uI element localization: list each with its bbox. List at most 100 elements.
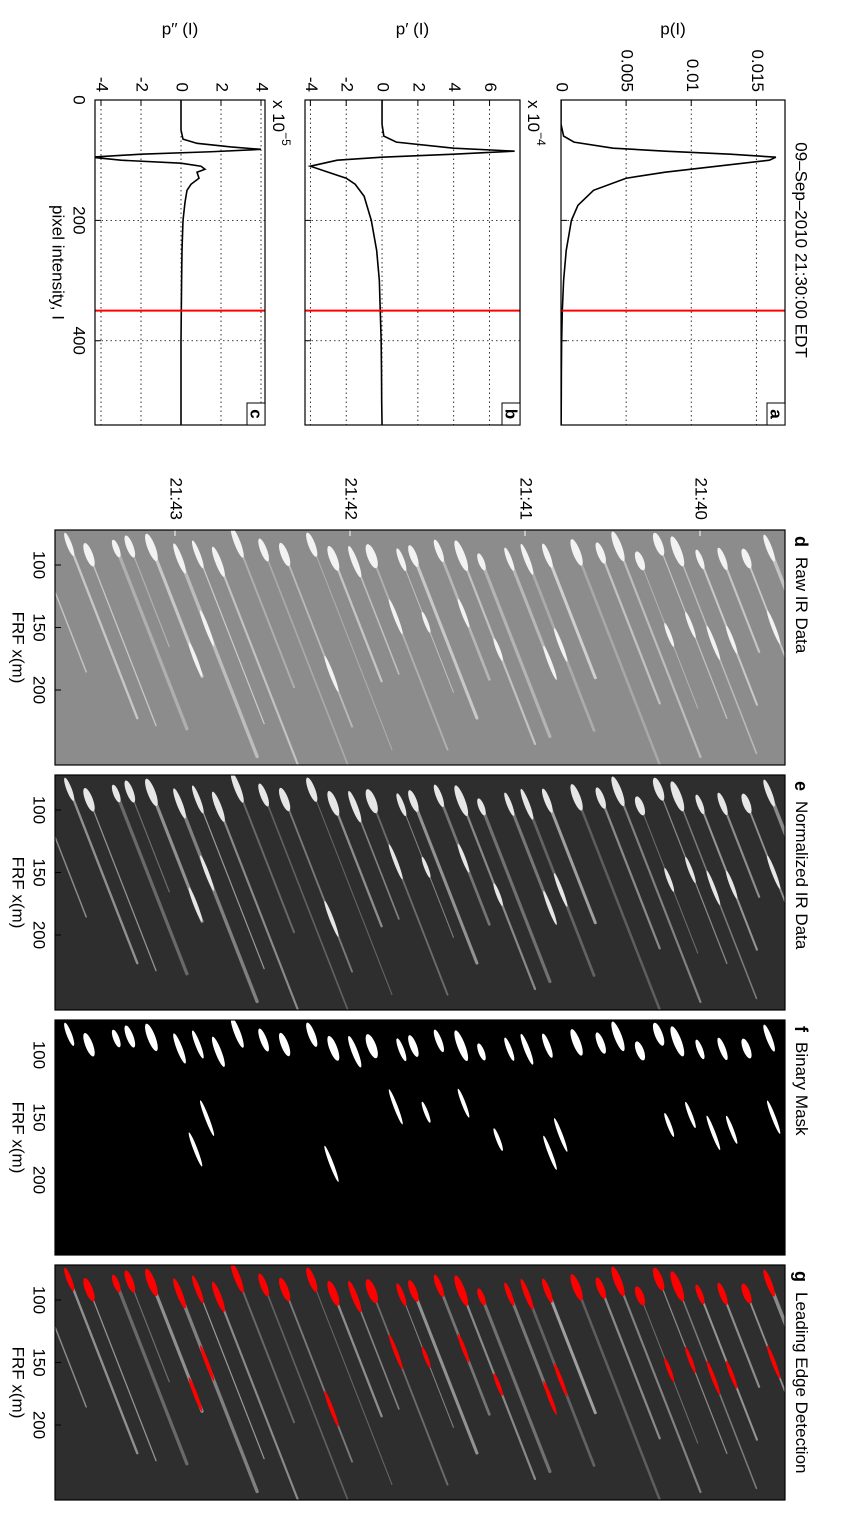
breaker-blob	[543, 645, 557, 680]
image-background	[55, 775, 785, 1010]
breaker-blob	[493, 1128, 503, 1151]
breaker-blob	[396, 548, 407, 572]
breaker-blob	[230, 775, 244, 803]
breaker-blob	[306, 777, 318, 802]
breaker-blob	[348, 1280, 362, 1313]
wave-streak	[409, 1283, 479, 1455]
breaker-blob	[570, 784, 583, 811]
breaker-blob	[477, 798, 486, 816]
breaker-blob	[199, 1100, 215, 1136]
wave-streak	[309, 783, 393, 996]
breaker-blob	[685, 856, 696, 884]
breaker-blob	[278, 1032, 291, 1057]
image-texture	[55, 775, 785, 1010]
breaker-blob	[664, 1357, 675, 1382]
breaker-blob	[477, 1288, 486, 1306]
breaker-blob	[493, 1373, 503, 1396]
wave-streak	[368, 794, 449, 996]
breaker-blob	[421, 1101, 431, 1123]
panel-letter: e	[791, 781, 811, 791]
breaker-blob	[763, 534, 775, 562]
wave-streak	[614, 1274, 702, 1494]
breaker-blob	[191, 1030, 204, 1059]
x-tick-label: 0	[70, 95, 89, 104]
x-tick-label: 100	[30, 1041, 49, 1069]
axes-frame	[560, 99, 786, 426]
wave-streak	[409, 548, 479, 720]
multiplier-exponent: −5	[279, 132, 293, 146]
x-tick-label: 400	[70, 327, 89, 355]
breaker-blob	[421, 611, 431, 633]
wave-streak	[309, 538, 393, 751]
wave-streak	[330, 796, 383, 928]
breaker-blob	[396, 793, 407, 817]
breaker-blob	[365, 789, 378, 814]
breaker-blob	[595, 787, 606, 809]
x-tick-label: 100	[30, 1286, 49, 1314]
y-multiplier: x 10−5	[269, 100, 293, 146]
panel-letter: g	[791, 1271, 811, 1282]
breaker-blob	[493, 638, 503, 661]
breaker-blob	[595, 1032, 606, 1054]
breaker-blob	[278, 1277, 291, 1302]
multiplier-base: x 10	[269, 100, 288, 132]
wave-streak	[127, 784, 170, 893]
breaker-blob	[685, 611, 696, 639]
breaker-blob	[504, 792, 515, 816]
breaker-blob	[408, 545, 419, 567]
y-tick-label: 4	[253, 83, 272, 92]
breaker-blob	[145, 778, 158, 807]
breaker-blob	[454, 785, 469, 817]
breaker-blob	[348, 1035, 362, 1068]
breaker-blob	[433, 539, 445, 563]
wave-streak	[86, 548, 157, 727]
wave-streak	[55, 551, 87, 673]
x-tick-label: 150	[30, 1348, 49, 1376]
breaker-blob	[520, 543, 534, 575]
wave-streak	[614, 539, 702, 759]
breaker-blob	[396, 1283, 407, 1307]
panel-title: d Raw IR Data	[791, 536, 811, 654]
wave-streak	[175, 1285, 259, 1494]
breaker-blob	[211, 546, 225, 577]
wave-streak	[260, 1278, 353, 1500]
breaker-blob	[211, 1281, 225, 1312]
breaker-blob	[695, 1284, 705, 1305]
image-background	[55, 1020, 785, 1255]
breaker-blob	[278, 787, 291, 812]
panel-letter-box	[766, 402, 786, 426]
breaker-blob	[717, 547, 728, 571]
breaker-blob	[454, 1030, 469, 1062]
breaker-blob	[324, 655, 339, 692]
wave-streak	[573, 1280, 668, 1500]
breaker-blob	[454, 540, 469, 572]
wave-streak	[477, 799, 552, 984]
wave-streak	[112, 540, 189, 731]
breaker-blob	[670, 1271, 685, 1302]
breaker-blob	[188, 642, 203, 677]
breaker-blob	[83, 787, 95, 812]
panel-title-text: Normalized IR Data	[792, 801, 811, 950]
panel-letter-box	[501, 402, 521, 426]
x-tick-label: 200	[70, 206, 89, 234]
x-tick-label: 150	[30, 613, 49, 641]
breaker-blob	[706, 1360, 721, 1396]
breaker-blob	[706, 870, 721, 906]
breaker-blob	[457, 843, 470, 873]
panel-title: f Binary Mask	[791, 1026, 811, 1136]
wave-streak	[573, 545, 668, 765]
panel-letter: b	[502, 409, 521, 419]
wave-streak	[477, 1289, 552, 1474]
y-tick-label: -2	[133, 77, 152, 92]
breaker-blob	[433, 1274, 445, 1298]
breaker-blob	[543, 890, 557, 925]
axes-frame	[54, 1264, 786, 1501]
wave-streak	[175, 795, 259, 1004]
breaker-blob	[173, 1278, 186, 1309]
breaker-blob	[278, 542, 291, 567]
breaker-blob	[348, 790, 362, 823]
wave-streak	[234, 1270, 296, 1424]
breaker-blob	[64, 1022, 75, 1046]
panel-letter: c	[247, 409, 266, 418]
